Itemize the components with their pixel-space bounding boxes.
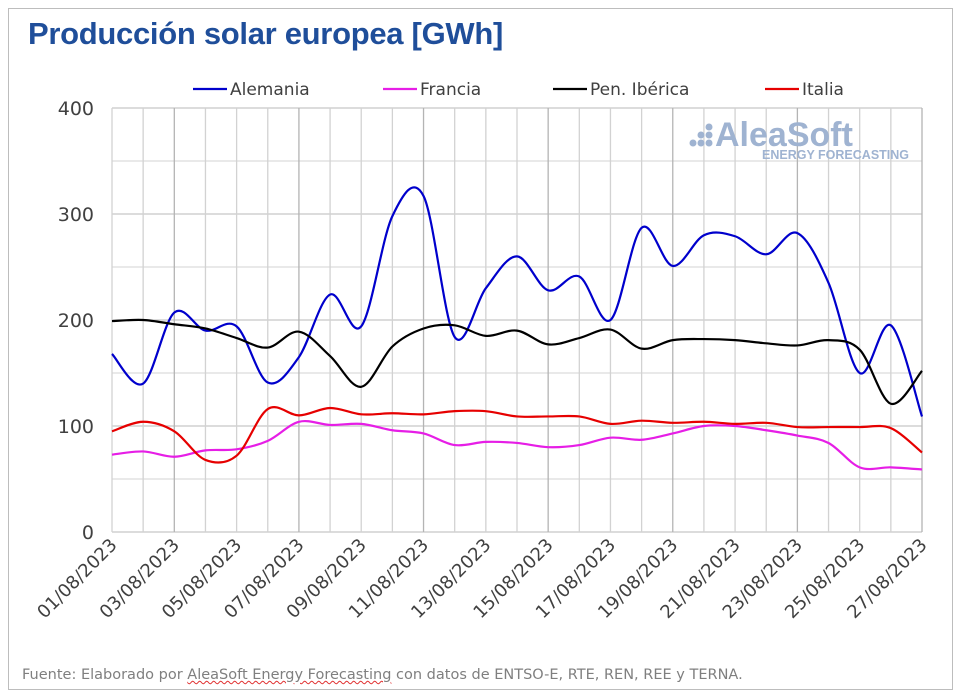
svg-text:AleaSoft: AleaSoft <box>715 116 853 154</box>
legend-item: Italia <box>765 80 844 100</box>
y-tick-label: 300 <box>58 204 94 226</box>
legend-label: Italia <box>802 80 844 100</box>
y-tick-label: 400 <box>58 98 94 120</box>
footer-prefix: Fuente: Elaborado por <box>22 667 188 683</box>
y-tick-label: 200 <box>58 310 94 332</box>
chart-title: Producción solar europea [GWh] <box>28 16 503 51</box>
series-line-alemania <box>111 186 924 417</box>
legend-label: Pen. Ibérica <box>590 80 689 100</box>
legend-item: Francia <box>383 80 481 100</box>
y-tick-label: 0 <box>82 522 94 544</box>
series-line-italia <box>111 406 923 464</box>
source-footnote: Fuente: Elaborado por AleaSoft Energy Fo… <box>22 667 743 683</box>
svg-text:ENERGY FORECASTING: ENERGY FORECASTING <box>762 148 909 162</box>
legend-item: Alemania <box>193 80 310 100</box>
y-tick-label: 100 <box>58 416 94 438</box>
footer-company: AleaSoft Energy Forecasting <box>187 667 392 683</box>
aleasoft-watermark: AleaSoft ENERGY FORECASTING <box>689 116 909 162</box>
legend-label: Francia <box>420 80 481 100</box>
chart-frame <box>8 8 953 690</box>
footer-suffix: con datos de ENTSO-E, RTE, REN, REE y TE… <box>391 667 743 683</box>
series-line-francia <box>111 419 923 471</box>
legend-item: Pen. Ibérica <box>553 80 689 100</box>
legend-label: Alemania <box>230 80 310 100</box>
series-line-pen-ib-rica <box>111 318 923 405</box>
